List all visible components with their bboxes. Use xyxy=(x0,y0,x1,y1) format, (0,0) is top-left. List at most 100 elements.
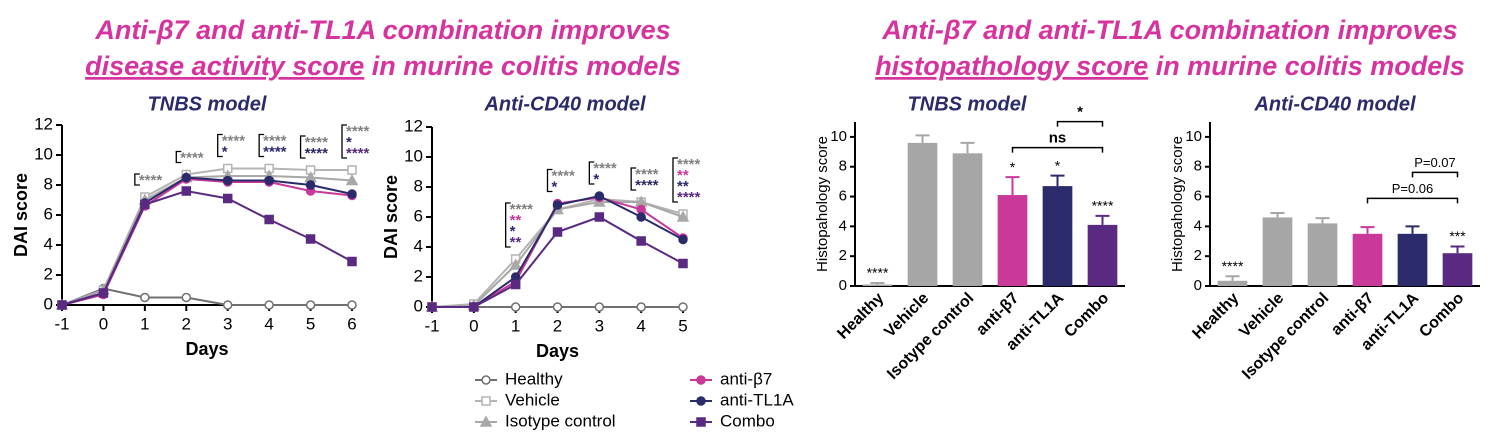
bracket xyxy=(258,133,265,158)
title-line: Anti-β7 and anti-TL1A combination improv… xyxy=(881,15,1457,45)
x-tick-label: 5 xyxy=(306,314,315,333)
marker xyxy=(181,292,192,303)
x-tick-label: Isotype control xyxy=(1239,290,1332,383)
x-tick-label: 3 xyxy=(595,316,604,335)
comparison-bracket xyxy=(1411,171,1459,178)
significance: * xyxy=(552,178,558,195)
y-tick-label: 10 xyxy=(404,146,423,165)
marker xyxy=(347,300,357,310)
marker xyxy=(140,199,150,210)
y-tick-label: 12 xyxy=(34,114,53,133)
significance: **** xyxy=(139,172,163,189)
legend-label: Healthy xyxy=(505,369,563,388)
bracket xyxy=(546,168,553,193)
comparison-label: * xyxy=(1077,104,1083,121)
y-tick-label: 2 xyxy=(839,247,847,264)
marker xyxy=(678,258,688,269)
x-tick-label: 0 xyxy=(469,316,478,335)
y-tick-label: 0 xyxy=(44,294,53,313)
title-rest: in murine colitis models xyxy=(364,51,681,81)
error-bar xyxy=(1005,176,1020,196)
marker xyxy=(636,236,646,246)
significance: **** xyxy=(305,145,329,162)
marker xyxy=(305,180,316,190)
significance: **** xyxy=(222,132,246,149)
marker xyxy=(222,300,233,310)
error-bar xyxy=(870,282,885,285)
title-line: histopathology score in murine colitis m… xyxy=(875,51,1465,81)
y-tick-label: 4 xyxy=(1194,217,1202,234)
marker xyxy=(347,189,357,199)
y-tick-label: 10 xyxy=(830,128,847,145)
y-tick-label: 0 xyxy=(414,296,423,315)
marker xyxy=(510,279,521,290)
marker xyxy=(678,302,688,312)
x-tick-label: 5 xyxy=(678,316,687,335)
y-axis-label: DAI score xyxy=(11,173,31,257)
x-tick-label: 4 xyxy=(264,314,273,333)
marker xyxy=(347,256,357,267)
marker xyxy=(594,191,605,201)
marker xyxy=(181,172,192,183)
x-axis-label: Days xyxy=(185,339,228,359)
chart-title: TNBS model xyxy=(148,93,267,115)
marker xyxy=(594,302,605,312)
significance: **** xyxy=(635,166,659,183)
significance: **** xyxy=(635,177,659,194)
marker xyxy=(222,193,233,204)
x-tick-label: 4 xyxy=(636,316,645,335)
y-tick-label: 12 xyxy=(404,116,423,135)
legend-label: anti-β7 xyxy=(720,369,772,388)
significance: * xyxy=(1055,157,1061,173)
significance: ** xyxy=(677,178,689,195)
marker xyxy=(264,300,274,310)
marker xyxy=(264,175,274,186)
marker xyxy=(696,396,706,406)
marker xyxy=(552,227,563,237)
title-underlined: disease activity score xyxy=(85,51,364,81)
bar xyxy=(862,284,893,286)
comparison-bracket xyxy=(1056,120,1104,127)
error-bar xyxy=(915,134,930,143)
significance: **** xyxy=(263,143,287,160)
marker xyxy=(481,396,491,406)
error-bar xyxy=(1405,225,1420,234)
marker xyxy=(222,175,233,186)
y-tick-label: 4 xyxy=(414,236,423,255)
marker xyxy=(57,300,67,310)
y-tick-label: 0 xyxy=(1194,277,1202,294)
title-underlined: histopathology score xyxy=(875,51,1148,81)
y-tick-label: 4 xyxy=(44,234,53,253)
marker xyxy=(696,375,706,385)
y-axis-label: Histopahology score xyxy=(1169,136,1186,272)
series-line: Isotype control xyxy=(61,175,353,306)
marker xyxy=(594,212,605,222)
y-tick-label: 8 xyxy=(44,174,53,193)
marker xyxy=(552,200,563,210)
marker xyxy=(305,234,316,244)
marker xyxy=(678,234,688,245)
x-tick-label: 1 xyxy=(511,316,520,335)
x-tick-label: 0 xyxy=(99,314,108,333)
y-tick-label: 6 xyxy=(44,204,53,223)
error-bar xyxy=(1315,217,1330,224)
error-bar xyxy=(1095,214,1110,225)
x-axis-label: Days xyxy=(536,341,579,361)
marker xyxy=(469,302,479,312)
bracket xyxy=(217,133,223,158)
marker xyxy=(98,288,109,298)
bar xyxy=(1087,224,1118,286)
significance: * xyxy=(222,143,228,160)
x-tick-label: -1 xyxy=(54,314,69,333)
y-tick-label: 10 xyxy=(1185,128,1202,145)
significance: **** xyxy=(552,167,576,184)
comparison-bracket xyxy=(1011,146,1104,153)
bar xyxy=(1217,280,1248,286)
comparison-bracket xyxy=(1366,197,1459,204)
marker xyxy=(181,186,192,196)
error-bar xyxy=(1050,174,1065,187)
bracket xyxy=(175,150,182,164)
significance: **** xyxy=(677,156,701,173)
x-tick-label: -1 xyxy=(424,316,439,335)
significance: **** xyxy=(677,189,701,206)
